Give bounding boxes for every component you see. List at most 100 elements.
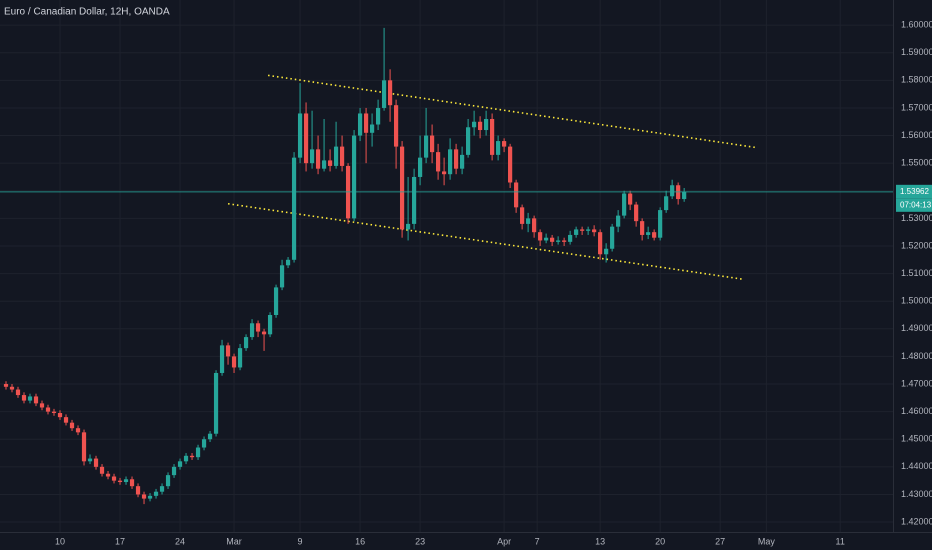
candle-body <box>466 127 471 155</box>
y-tick-label: 1.59000 <box>901 47 932 57</box>
candle-body <box>658 210 663 238</box>
candle-body <box>550 237 555 242</box>
candle-body <box>634 204 639 222</box>
grid <box>0 0 893 532</box>
trend-line <box>227 202 743 280</box>
candle-body <box>183 455 189 462</box>
candle-body <box>381 80 387 108</box>
candle-body <box>69 422 75 429</box>
x-tick-label: 20 <box>655 536 665 546</box>
candle-body <box>165 475 171 487</box>
candle-body <box>646 232 651 235</box>
candle-body <box>99 466 105 474</box>
candle-body <box>219 345 225 373</box>
candle-body <box>189 455 195 458</box>
x-tick-label: 27 <box>715 536 725 546</box>
candle-body <box>375 107 381 125</box>
candle-body <box>598 232 603 255</box>
candle-body <box>405 223 411 230</box>
candle-body <box>580 229 585 231</box>
candle-body <box>237 348 243 368</box>
candle-body <box>417 157 423 177</box>
candle-body <box>544 237 549 241</box>
x-tick-label: 16 <box>355 536 365 546</box>
candle-body <box>303 113 309 164</box>
candle-body <box>351 135 357 219</box>
candle-body <box>568 234 573 242</box>
x-tick-label: 7 <box>535 536 540 546</box>
candle-body <box>472 121 477 128</box>
candle-body <box>267 315 273 335</box>
candle-body <box>255 323 261 332</box>
y-tick-label: 1.44000 <box>901 461 932 471</box>
x-tick-label: 11 <box>836 536 845 546</box>
y-tick-label: 1.42000 <box>901 516 932 526</box>
candle-body <box>604 248 609 255</box>
candle-body <box>81 432 87 462</box>
candle-body <box>87 458 93 462</box>
chart-title: Euro / Canadian Dollar, 12H, OANDA <box>4 7 170 18</box>
x-tick-label: 13 <box>595 536 605 546</box>
candle-body <box>429 135 435 153</box>
candle-body <box>147 495 153 499</box>
candle-body <box>399 146 405 230</box>
candle-body <box>454 149 459 169</box>
candle-body <box>243 337 249 349</box>
candle-body <box>484 118 489 131</box>
trend-line <box>267 74 758 149</box>
y-tick-label: 1.52000 <box>901 240 932 250</box>
candle-body <box>526 218 531 224</box>
candle-body <box>556 240 561 242</box>
candle-body <box>285 259 291 266</box>
y-tick-label: 1.43000 <box>901 489 932 499</box>
x-tick-label: Apr <box>497 536 511 546</box>
candle-body <box>393 105 399 147</box>
marks <box>0 27 893 505</box>
labels: 1.42000 1.43000 1.44000 1.45000 1.46000 1.470… <box>55 19 932 546</box>
y-tick-label: 1.46000 <box>901 406 932 416</box>
y-tick-label: 1.49000 <box>901 323 932 333</box>
candle-body <box>321 160 327 169</box>
candle-body <box>15 389 21 396</box>
y-tick-label: 1.58000 <box>901 75 932 85</box>
candle-body <box>225 345 231 357</box>
candle-body <box>592 229 597 233</box>
candle-body <box>496 141 501 155</box>
x-tick-label: 24 <box>175 536 185 546</box>
candle-body <box>574 229 579 235</box>
candle-body <box>261 331 267 335</box>
y-tick-label: 1.51000 <box>901 268 932 278</box>
candle-body <box>201 439 207 448</box>
x-tick-label: Mar <box>226 536 242 546</box>
candle-body <box>640 221 645 235</box>
candle-body <box>339 146 345 166</box>
x-tick-label: May <box>758 536 776 546</box>
y-tick-label: 1.55000 <box>901 158 932 168</box>
candle-body <box>616 215 621 227</box>
candle-body <box>297 113 303 158</box>
candle-body <box>357 113 363 136</box>
candle-body <box>291 157 297 260</box>
candle-body <box>682 191 687 200</box>
candle-body <box>207 433 213 440</box>
candle-body <box>75 428 81 433</box>
candle-body <box>231 356 237 368</box>
candle-body <box>435 152 441 172</box>
candle-body <box>141 494 147 499</box>
candle-body <box>57 413 63 418</box>
candle-body <box>441 171 447 175</box>
candle-body <box>628 193 633 205</box>
y-tick-label: 1.60000 <box>901 19 932 29</box>
candle-body <box>9 386 15 390</box>
candle-body <box>159 486 165 492</box>
candle-body <box>279 265 285 288</box>
candle-body <box>129 479 135 487</box>
candle-body <box>478 121 483 131</box>
candle-body <box>664 196 669 211</box>
candle-body <box>586 229 591 231</box>
y-tick-label: 1.57000 <box>901 102 932 112</box>
y-tick-label: 1.45000 <box>901 434 932 444</box>
candle-body <box>273 287 279 316</box>
candle-body <box>333 146 339 166</box>
